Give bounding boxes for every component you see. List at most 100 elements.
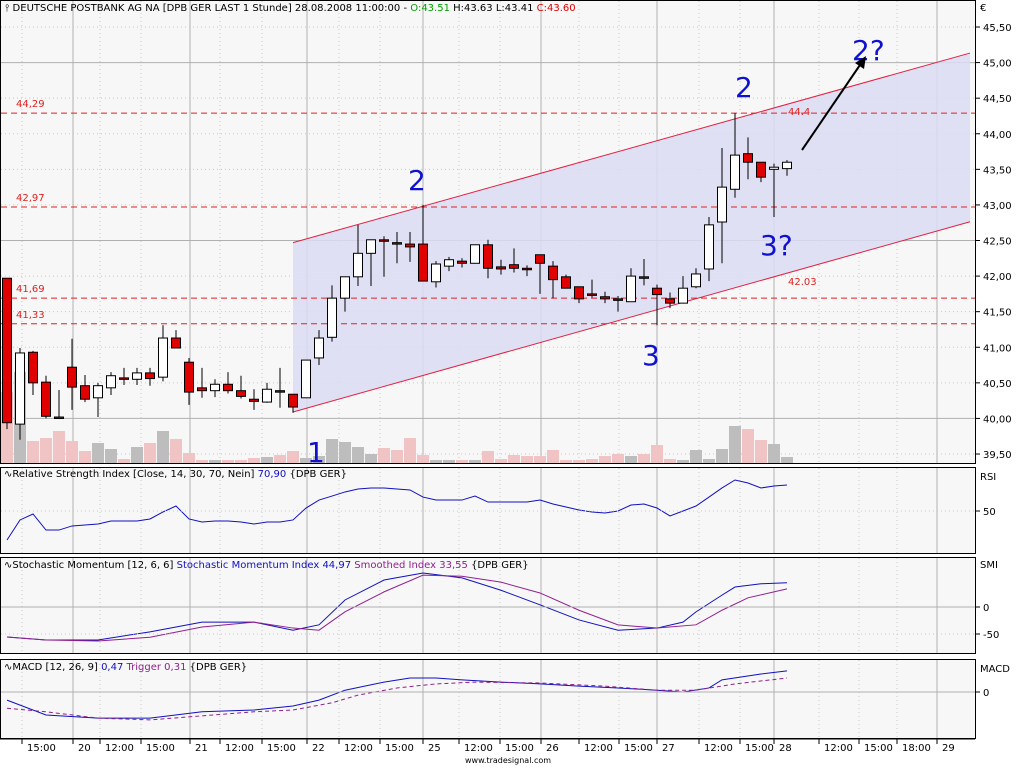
candle	[132, 367, 142, 385]
candle	[691, 268, 701, 289]
candle-body	[769, 166, 779, 170]
candle	[483, 239, 493, 279]
candle	[197, 367, 207, 398]
volume-bar	[638, 454, 650, 463]
candle	[80, 375, 90, 403]
volume-bar	[469, 460, 481, 463]
macd-value: 0,47	[101, 662, 124, 673]
candle	[353, 224, 363, 287]
candle-body	[2, 277, 12, 424]
indicator-icon: ∿	[4, 662, 13, 673]
y-tick-label: 40,00	[983, 414, 1012, 425]
volume-bar	[27, 441, 39, 463]
candle	[587, 279, 597, 298]
candle	[756, 161, 766, 183]
candle	[288, 393, 298, 413]
candle	[249, 389, 259, 410]
candle-body	[132, 372, 142, 380]
x-tick-label: 15:00	[745, 743, 774, 754]
volume-bar	[287, 451, 299, 463]
wave-label: 3	[642, 339, 660, 372]
x-tick-label: 15:00	[505, 743, 534, 754]
footer-credit: www.tradesignal.com	[465, 756, 552, 765]
candle-body	[15, 352, 25, 425]
candle-body	[171, 337, 181, 349]
volume-bar	[547, 450, 559, 463]
volume-bar	[690, 450, 702, 463]
candle	[600, 291, 610, 304]
candle-body	[587, 293, 597, 296]
arrow-head-icon	[855, 56, 866, 69]
candle	[327, 285, 337, 342]
candle-body	[730, 154, 740, 190]
smi-value: Stochastic Momentum Index 44,97	[176, 560, 352, 571]
candle	[665, 292, 675, 309]
candle-body	[262, 388, 272, 403]
candle-body	[340, 276, 350, 299]
candle	[652, 284, 662, 326]
candle-body	[717, 186, 727, 223]
volume-bar	[716, 449, 728, 463]
volume-bar	[313, 456, 325, 463]
candle	[158, 325, 168, 382]
candle-body	[652, 287, 662, 296]
level-label: 41,69	[16, 284, 45, 295]
candle-body	[574, 286, 584, 300]
x-tick-label: 21	[195, 743, 208, 754]
candle-body	[93, 385, 103, 399]
candle	[730, 113, 740, 198]
macd-panel	[0, 659, 976, 739]
candle-body	[54, 416, 64, 420]
candle-body	[275, 390, 285, 393]
candle	[93, 382, 103, 418]
candle-body	[431, 263, 441, 283]
volume-bar	[482, 451, 494, 463]
y-tick-label: 40,50	[983, 379, 1012, 390]
chart-header: ⫯ DEUTSCHE POSTBANK AG NA [DPB GER LAST …	[5, 3, 576, 14]
instrument-title: DEUTSCHE POSTBANK AG NA [DPB GER LAST 1 …	[12, 3, 408, 14]
x-tick-label: 18:00	[902, 743, 931, 754]
x-tick-label: 20	[78, 743, 91, 754]
volume-bar	[196, 460, 208, 463]
candle-body	[379, 239, 389, 242]
candle-body	[67, 366, 77, 388]
candle	[171, 330, 181, 349]
candle	[496, 259, 506, 275]
candle-body	[197, 387, 207, 392]
candle	[314, 330, 324, 366]
volume-bar	[300, 458, 312, 463]
volume-bar	[664, 459, 676, 463]
high-value: H:43.63	[453, 3, 493, 14]
candle	[561, 274, 571, 289]
wave-label: 2	[408, 164, 426, 197]
candle-body	[691, 273, 701, 288]
candle	[470, 244, 480, 264]
macd-label: MACD [12, 26, 9]	[12, 662, 98, 673]
volume-bar	[677, 460, 689, 463]
volume-bar	[209, 460, 221, 463]
candle-body	[210, 383, 220, 392]
candle-body	[301, 359, 311, 399]
indicator-tick-label: 0	[983, 688, 989, 699]
candle-body	[106, 375, 116, 389]
candle	[535, 254, 545, 294]
candle	[106, 372, 116, 395]
candle	[301, 359, 311, 399]
candle	[275, 367, 285, 408]
candle-body	[119, 377, 129, 380]
candle	[717, 147, 727, 264]
y-tick-label: 43,50	[983, 165, 1012, 176]
volume-bar	[352, 447, 364, 463]
candle	[184, 357, 194, 405]
candle	[444, 256, 454, 272]
candle	[54, 389, 64, 420]
level-label: 41,33	[16, 310, 45, 321]
candle-body	[314, 337, 324, 359]
volume-bar	[573, 460, 585, 463]
y-tick-label: 43,00	[983, 201, 1012, 212]
volume-bar	[404, 438, 416, 463]
volume-bar	[131, 447, 143, 463]
candle	[743, 137, 753, 180]
open-value: O:43.51	[410, 3, 450, 14]
candle-body	[613, 298, 623, 301]
